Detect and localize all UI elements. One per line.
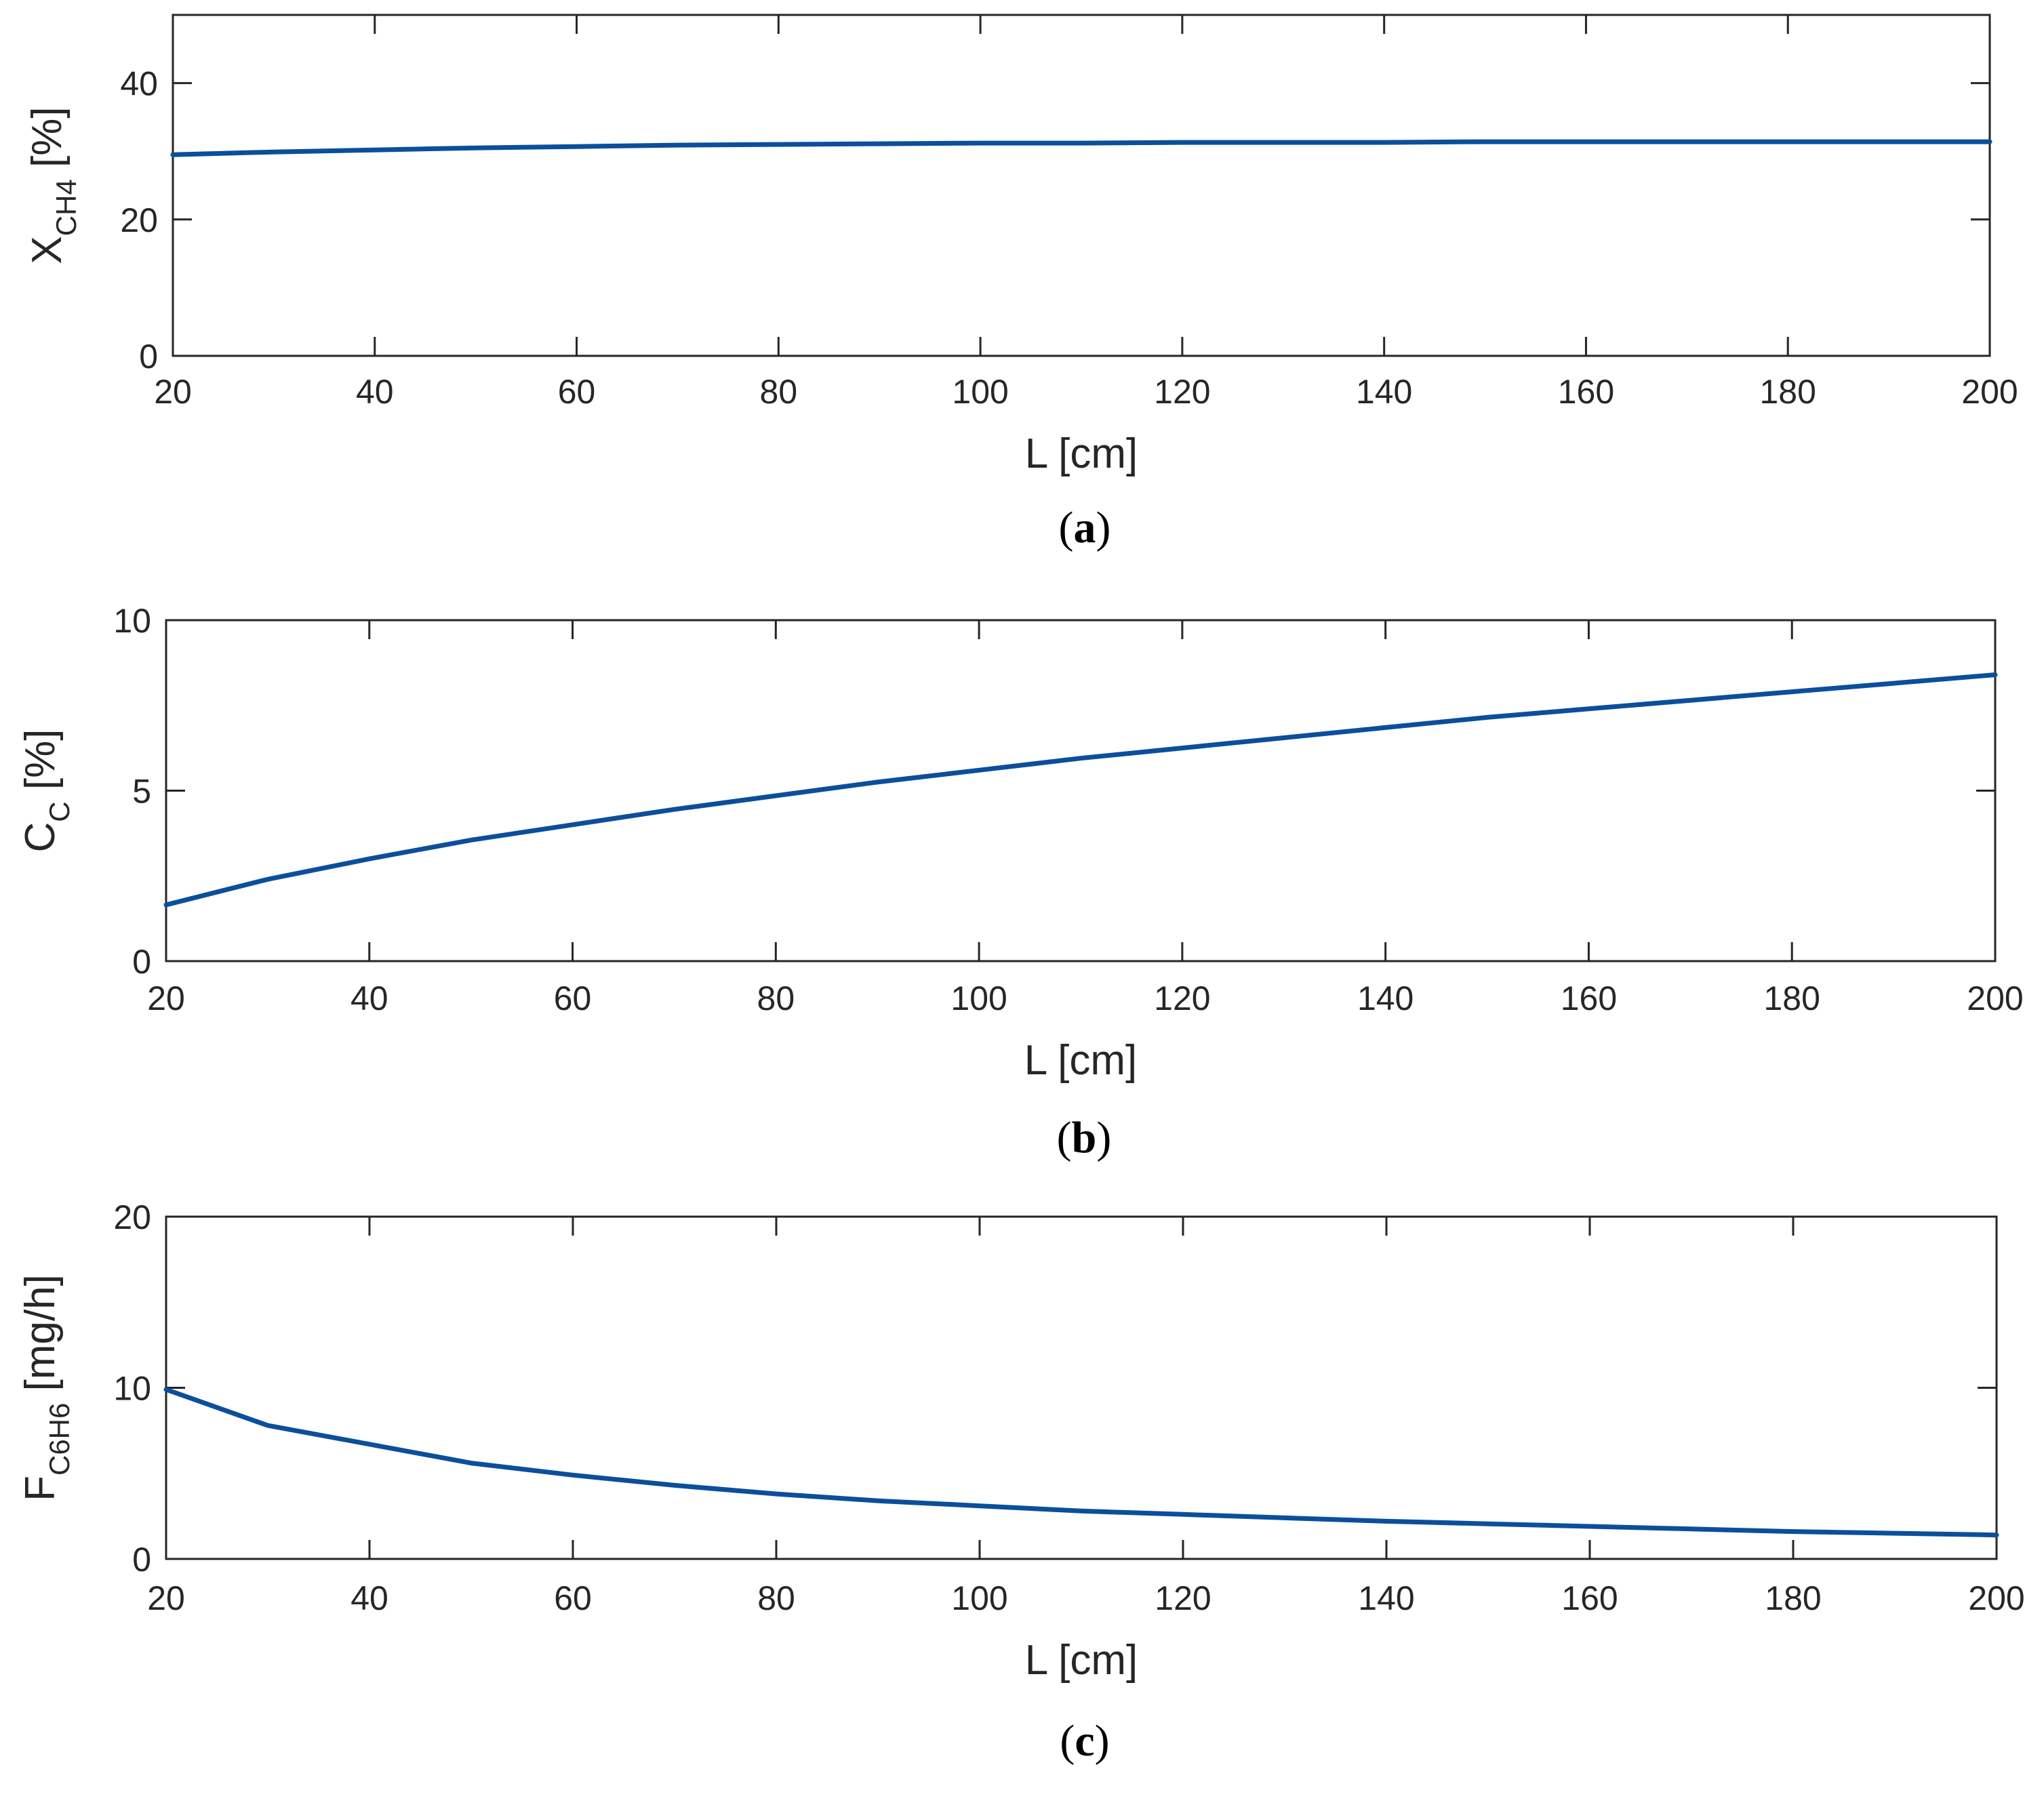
panel-caption-open: ( [1060, 1716, 1075, 1766]
x-tick-label: 80 [757, 979, 795, 1017]
y-tick-label: 0 [132, 1541, 151, 1579]
panel-caption-close: ) [1096, 1113, 1111, 1162]
y-tick-label: 0 [132, 943, 151, 981]
x-axis-label: L [cm] [1025, 430, 1138, 477]
y-axis-label-subscript: C6H6 [43, 1403, 75, 1476]
x-tick-label: 160 [1561, 1579, 1618, 1617]
panel-caption: (c) [1060, 1716, 1109, 1766]
x-tick-label: 180 [1765, 1579, 1821, 1617]
y-axis-label-unit: [%] [24, 106, 71, 179]
panel-c: 20 40 60 80 100 120 140 160 180 200 0 10 20 L [cm] FC6… [17, 1198, 2025, 1766]
x-tick-label: 120 [1154, 373, 1210, 411]
x-tick-label: 100 [950, 979, 1007, 1017]
series-line [163, 672, 1998, 908]
x-tick-label: 200 [1961, 373, 2018, 411]
y-axis-label-subscript: C [43, 801, 75, 821]
x-tick-label: 80 [757, 1579, 795, 1617]
y-axis-label: FC6H6 [mg/h] [17, 1274, 75, 1501]
y-axis-label-symbol: C [17, 822, 64, 853]
series-line [170, 139, 1992, 157]
y-axis-label-unit: [mg/h] [17, 1274, 64, 1403]
panel-caption: (b) [1057, 1113, 1112, 1162]
y-tick-label: 10 [113, 602, 151, 640]
x-tick-label: 60 [554, 1579, 592, 1617]
y-axis-label: XCH4 [%] [24, 106, 82, 264]
y-tick-label: 20 [113, 1198, 151, 1236]
y-tick-label: 20 [120, 201, 158, 239]
x-tick-label: 20 [147, 979, 185, 1017]
x-tick-label: 160 [1558, 373, 1614, 411]
panel-caption-close: ) [1096, 503, 1111, 552]
x-tick-label: 60 [554, 979, 592, 1017]
x-tick-label: 80 [760, 373, 798, 411]
y-axis-label: CC [%] [17, 729, 75, 853]
x-tick-label: 200 [1968, 1579, 2024, 1617]
plot-frame [172, 14, 1991, 357]
x-tick-label: 20 [147, 1579, 185, 1617]
plot-frame [165, 619, 1997, 962]
x-tick-label: 180 [1764, 979, 1820, 1017]
x-axis-label: L [cm] [1024, 1037, 1138, 1084]
y-tick-label: 40 [120, 65, 158, 103]
x-tick-label: 180 [1760, 373, 1816, 411]
x-tick-label: 60 [558, 373, 596, 411]
x-axis-label: L [cm] [1025, 1637, 1138, 1684]
x-tick-label: 40 [356, 373, 394, 411]
y-axis-label-subscript: CH4 [50, 179, 82, 236]
x-tick-label: 140 [1357, 979, 1414, 1017]
y-axis-label-symbol: F [17, 1476, 64, 1501]
x-tick-label: 20 [154, 373, 192, 411]
x-tick-label: 40 [350, 1579, 388, 1617]
x-tick-label: 140 [1358, 1579, 1414, 1617]
series-line [163, 1387, 1999, 1538]
panel-caption-letter: b [1072, 1113, 1097, 1162]
y-tick-label: 5 [132, 773, 151, 811]
panel-caption-letter: a [1074, 503, 1096, 552]
panel-b: 20 40 60 80 100 120 140 160 180 200 0 5 10 L [cm] CC [… [17, 602, 2024, 1162]
panel-caption-letter: c [1075, 1716, 1094, 1766]
y-axis-label-symbol: X [24, 236, 71, 264]
x-tick-label: 120 [1155, 1579, 1211, 1617]
x-tick-label: 120 [1154, 979, 1210, 1017]
x-tick-label: 160 [1561, 979, 1617, 1017]
panel-caption-open: ( [1059, 503, 1074, 552]
x-tick-label: 100 [951, 1579, 1007, 1617]
y-tick-label: 0 [139, 338, 158, 375]
x-tick-label: 100 [952, 373, 1008, 411]
panel-caption: (a) [1059, 503, 1111, 552]
x-tick-label: 200 [1967, 979, 2023, 1017]
x-tick-label: 40 [350, 979, 388, 1017]
x-tick-label: 140 [1356, 373, 1412, 411]
plot-frame [165, 1215, 1998, 1560]
y-axis-label-unit: [%] [17, 729, 64, 802]
y-tick-label: 10 [113, 1370, 151, 1408]
panel-caption-close: ) [1095, 1716, 1110, 1766]
panel-caption-open: ( [1057, 1113, 1072, 1162]
